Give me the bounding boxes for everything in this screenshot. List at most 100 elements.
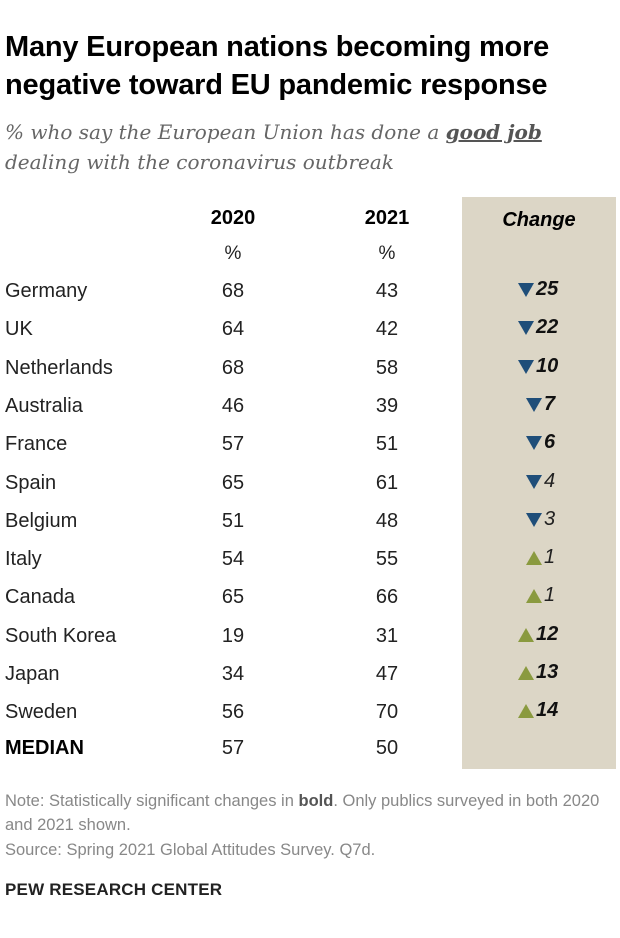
note-text: Note: Statistically significant changes … xyxy=(5,792,299,810)
note-text-end: . Only publics surveyed in both 2020 and… xyxy=(5,792,600,834)
median-row: MEDIAN 57 50 xyxy=(0,729,620,767)
triangle-up-icon xyxy=(518,666,534,680)
value-2020: 54 xyxy=(221,548,245,571)
value-2021: 58 xyxy=(375,356,399,379)
country-label: Spain xyxy=(5,471,57,494)
change-cell: 7 xyxy=(462,392,616,420)
country-label: UK xyxy=(5,318,33,341)
table-row: Netherlands 68 58 10 xyxy=(0,349,620,387)
triangle-up-icon xyxy=(518,627,534,642)
table-row: Germany 68 43 25 xyxy=(0,272,620,310)
change-value: 1 xyxy=(544,584,556,607)
value-2021: 39 xyxy=(375,394,399,417)
country-label: Belgium xyxy=(5,509,78,532)
value-2021: 51 xyxy=(375,433,399,456)
column-header-2021: 2021 xyxy=(364,207,410,229)
value-2020: 68 xyxy=(221,356,245,379)
country-label: Australia xyxy=(5,394,83,417)
change-value: 22 xyxy=(536,316,559,339)
triangle-up-icon xyxy=(526,589,542,604)
chart-note: Note: Statistically significant changes … xyxy=(5,789,615,837)
unit-label-2020: % xyxy=(224,243,242,264)
value-2020: 68 xyxy=(221,280,245,302)
change-cell: 6 xyxy=(462,430,616,458)
table-row: Japan 34 47 13 xyxy=(0,655,620,693)
change-cell: 1 xyxy=(462,545,616,573)
change-value: 12 xyxy=(536,622,559,645)
country-label: Germany xyxy=(5,280,88,302)
table-row: Belgium 51 48 3 xyxy=(0,502,620,540)
change-cell: 13 xyxy=(462,660,616,688)
triangle-down-icon xyxy=(518,283,534,297)
value-2021: 31 xyxy=(375,624,399,647)
table-row: UK 64 42 22 xyxy=(0,310,620,348)
value-2020: 65 xyxy=(221,471,245,494)
country-label: Canada xyxy=(5,586,76,609)
change-value: 4 xyxy=(544,469,556,492)
triangle-up-icon xyxy=(518,704,534,719)
value-2020: 51 xyxy=(221,509,245,532)
change-cell: 4 xyxy=(462,469,616,497)
chart-subtitle: % who say the European Union has done a … xyxy=(5,117,615,177)
value-2021: 48 xyxy=(375,509,399,532)
median-2021: 50 xyxy=(375,737,399,759)
triangle-down-icon xyxy=(526,512,542,527)
chart-source: Source: Spring 2021 Global Attitudes Sur… xyxy=(5,841,376,859)
triangle-down-icon xyxy=(526,397,542,412)
value-2020: 56 xyxy=(221,701,245,724)
country-label: South Korea xyxy=(5,624,117,647)
column-header-2020: 2020 xyxy=(210,207,256,229)
median-label: MEDIAN xyxy=(5,737,84,759)
triangle-down-icon xyxy=(526,474,542,489)
unit-label-2021: % xyxy=(378,243,396,264)
value-2021: 70 xyxy=(375,701,399,724)
change-value: 14 xyxy=(536,699,559,722)
table-row: South Korea 19 31 12 xyxy=(0,617,620,655)
value-2020: 64 xyxy=(221,318,245,341)
value-2020: 57 xyxy=(221,433,245,456)
value-2020: 46 xyxy=(221,394,245,417)
value-2021: 55 xyxy=(375,548,399,571)
table-row: France 57 51 6 xyxy=(0,425,620,463)
value-2021: 47 xyxy=(375,663,399,685)
table-row: Italy 54 55 1 xyxy=(0,540,620,578)
table-row: Sweden 56 70 14 xyxy=(0,693,620,731)
table-row: Canada 65 66 1 xyxy=(0,578,620,616)
change-value: 1 xyxy=(544,546,556,569)
note-bold: bold xyxy=(298,792,334,810)
country-label: Japan xyxy=(5,663,60,685)
subtitle-text-end: dealing with the coronavirus outbreak xyxy=(5,150,394,174)
table-row: Australia 46 39 7 xyxy=(0,387,620,425)
change-value: 25 xyxy=(536,278,559,300)
country-label: France xyxy=(5,433,68,456)
change-value: 6 xyxy=(544,431,556,454)
chart-title: Many European nations becoming more nega… xyxy=(5,31,550,101)
change-cell: 12 xyxy=(462,622,616,650)
subtitle-text: % who say the European Union has done a xyxy=(5,120,446,144)
change-cell: 1 xyxy=(462,583,616,611)
change-cell: 25 xyxy=(462,277,616,305)
change-value: 10 xyxy=(536,354,559,377)
median-2020: 57 xyxy=(221,737,245,759)
triangle-down-icon xyxy=(518,321,534,336)
value-2021: 66 xyxy=(375,586,399,609)
value-2021: 43 xyxy=(375,280,399,302)
value-2020: 19 xyxy=(221,624,245,647)
change-value: 13 xyxy=(536,661,559,683)
change-cell: 22 xyxy=(462,315,616,343)
change-column-background xyxy=(462,197,616,769)
triangle-down-icon xyxy=(518,359,534,374)
change-value: 3 xyxy=(544,507,556,530)
change-cell: 14 xyxy=(462,698,616,726)
change-cell: 3 xyxy=(462,507,616,535)
column-header-change: Change xyxy=(502,209,576,231)
triangle-down-icon xyxy=(526,436,542,451)
country-label: Italy xyxy=(5,548,42,571)
country-label: Netherlands xyxy=(5,356,113,379)
table-row: Spain 65 61 4 xyxy=(0,464,620,502)
brand-logo-text: PEW RESEARCH CENTER xyxy=(5,880,223,899)
subtitle-emphasis: good job xyxy=(445,120,542,144)
value-2021: 42 xyxy=(375,318,399,341)
value-2021: 61 xyxy=(375,471,399,494)
value-2020: 34 xyxy=(221,663,245,685)
